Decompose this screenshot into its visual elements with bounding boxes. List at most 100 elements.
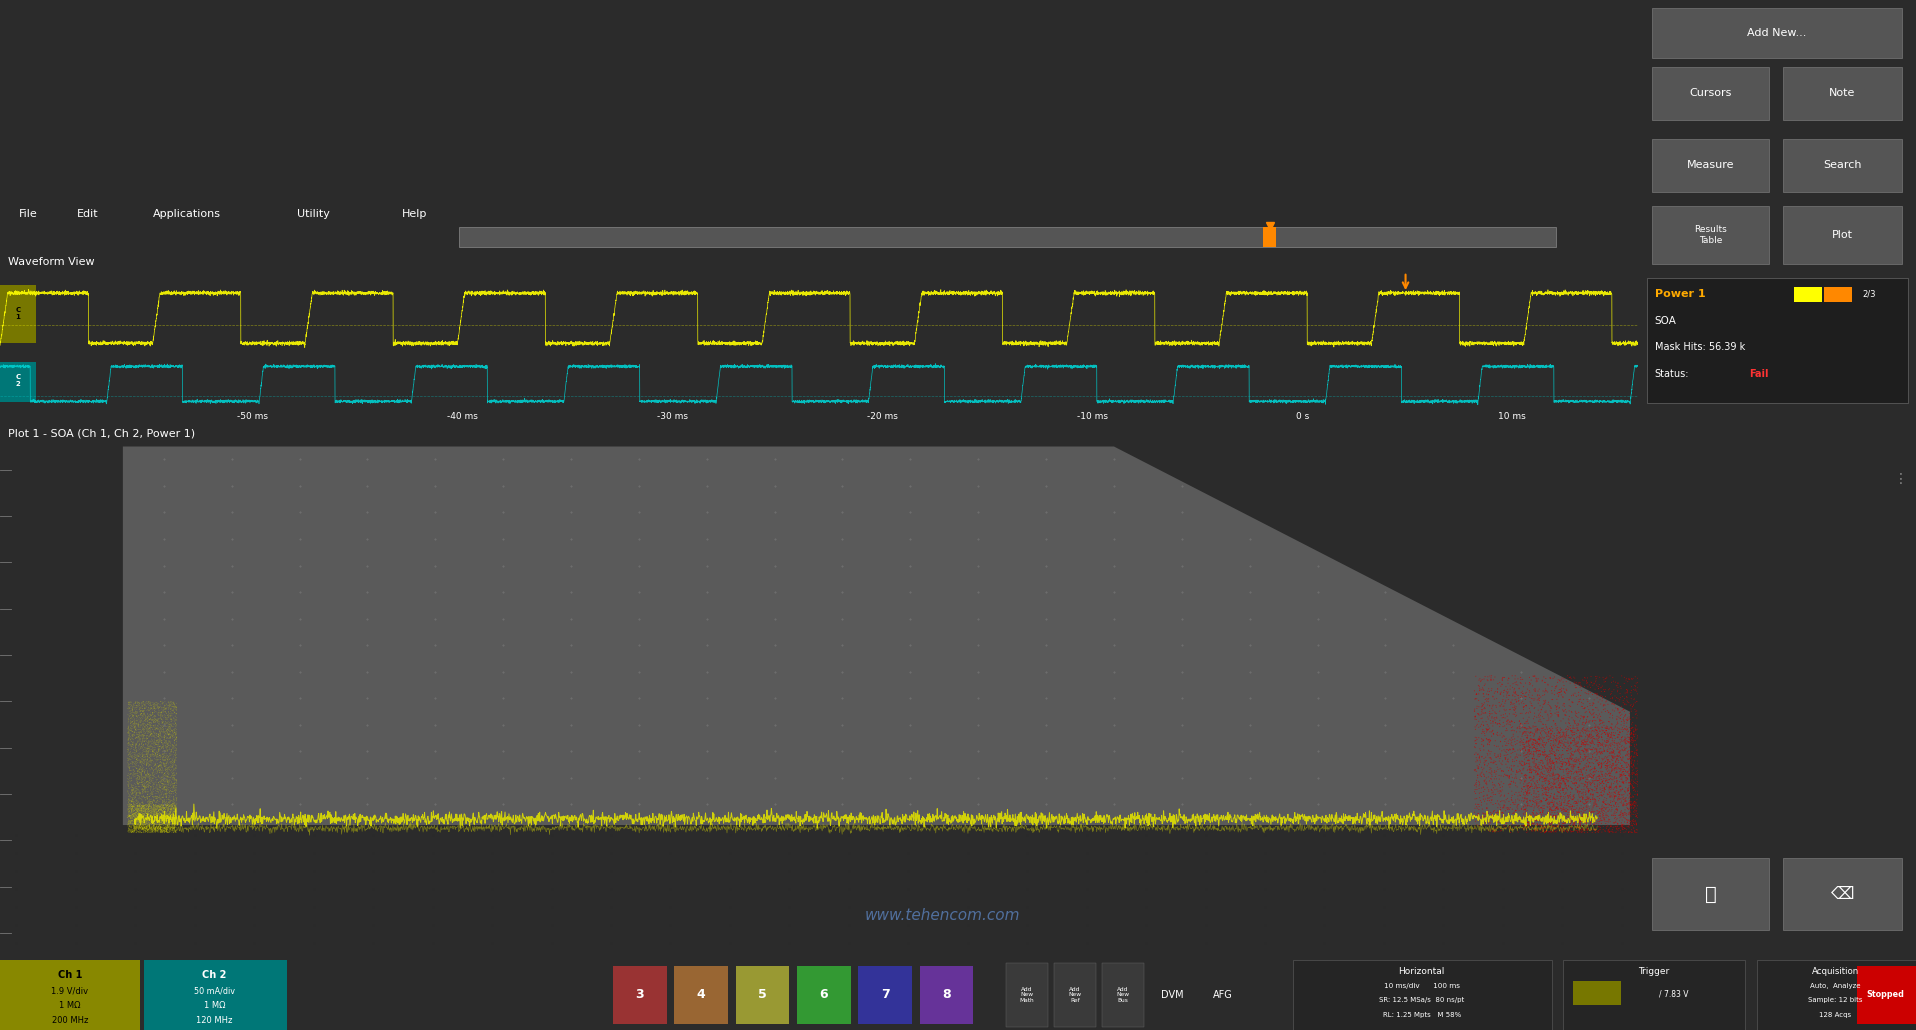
Point [126,808,157,824]
Point [1500,733,1531,750]
Point [1619,746,1650,762]
Point [157,809,188,825]
Point [161,726,192,743]
Point [1460,761,1491,778]
Point [136,819,167,835]
Point [1535,811,1565,827]
Point [126,712,157,728]
Point [1533,723,1563,740]
Point [130,746,161,762]
Point [1481,804,1512,821]
Point [136,801,167,818]
Point [1537,768,1567,785]
Point [1519,821,1550,837]
Point [126,819,157,835]
Point [1588,732,1619,749]
Point [126,813,157,829]
Point [123,814,153,830]
Point [128,718,159,734]
Point [1609,755,1640,771]
Point [123,805,153,822]
Point [161,745,192,761]
Point [1535,744,1565,760]
Point [1560,776,1590,792]
Point [1575,758,1606,775]
Point [130,796,161,813]
Point [1577,707,1608,723]
Point [1517,798,1548,815]
Point [121,744,151,760]
Point [1493,684,1523,700]
Point [132,748,163,764]
Point [153,798,184,815]
Point [159,778,190,794]
Point [151,781,182,797]
Point [128,740,159,756]
Point [136,821,167,837]
Point [149,779,180,795]
Point [1569,716,1600,732]
Point [1604,806,1634,823]
Point [1493,670,1523,686]
Point [157,743,188,759]
Point [1527,810,1558,826]
Point [155,813,186,829]
Point [1623,778,1654,794]
Point [149,752,180,768]
Point [138,752,169,768]
Point [138,698,169,715]
Point [125,771,155,788]
Point [1604,791,1634,808]
Point [138,764,169,781]
Point [113,823,144,839]
Point [1527,765,1558,782]
Point [161,698,192,715]
Point [157,801,188,818]
Point [1590,795,1621,812]
Point [155,700,186,717]
Point [1546,769,1577,786]
Point [130,693,161,710]
Point [113,791,144,808]
Point [1554,753,1585,769]
Point [159,721,190,737]
Point [138,819,169,835]
Point [1537,776,1567,792]
Point [132,783,163,799]
Point [149,700,180,717]
Point [140,696,171,713]
Point [1544,684,1575,700]
Point [1563,792,1594,809]
Point [140,748,171,764]
Point [1485,784,1516,800]
Point [115,713,146,729]
Point [1609,811,1640,827]
Point [151,733,182,750]
Point [113,724,144,741]
Point [1521,721,1552,737]
Point [157,822,188,838]
Point [1579,709,1609,725]
Point [1583,798,1613,815]
Point [123,818,153,834]
Point [157,795,188,812]
Point [1510,719,1540,735]
Point [140,751,171,767]
Point [1609,731,1640,748]
Point [1485,685,1516,701]
Point [1585,813,1615,829]
Point [119,805,149,822]
Point [1571,755,1602,771]
Point [1615,803,1646,820]
Point [1556,813,1586,829]
Point [130,804,161,821]
Point [117,798,148,815]
Point [1606,803,1636,820]
Point [1558,753,1588,769]
Point [140,806,171,823]
Point [155,788,186,804]
Point [138,767,169,784]
Point [1598,673,1629,689]
Point [1539,794,1569,811]
Point [1546,683,1577,699]
